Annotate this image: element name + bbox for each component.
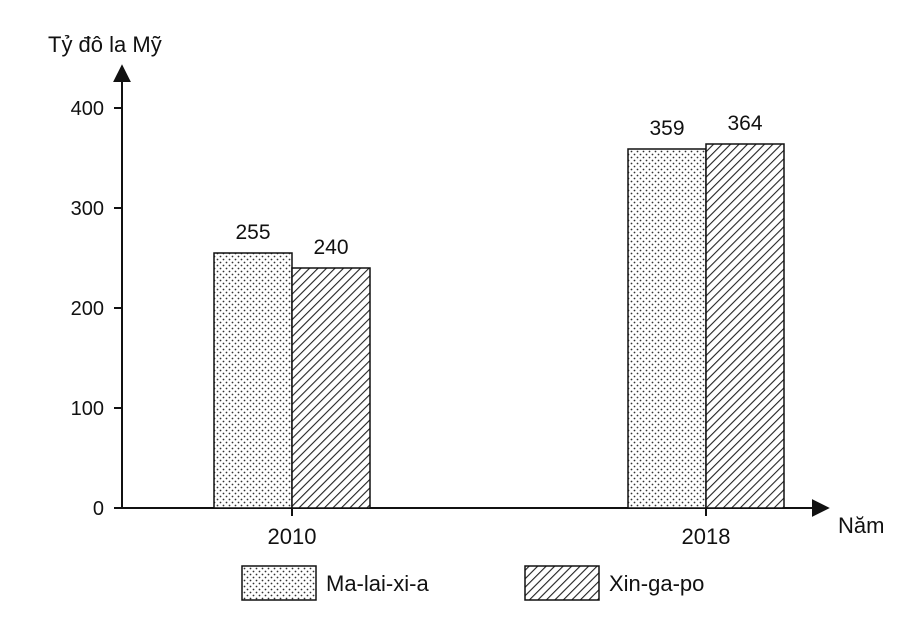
bar-dots-2018: [627, 148, 707, 509]
y-tick-label: 300: [71, 198, 104, 220]
bar-dots-2010: [213, 252, 293, 509]
bar-hatch-2018: [705, 143, 785, 509]
bars: [213, 143, 785, 509]
legend-label: Xin-ga-po: [609, 571, 704, 596]
x-tick-label: 2010: [268, 524, 317, 549]
bar-hatch-2010: [291, 267, 371, 509]
y-tick-label: 200: [71, 298, 104, 320]
data-label: 364: [727, 112, 762, 135]
data-label: 240: [313, 236, 348, 259]
legend-label: Ma-lai-xi-a: [326, 571, 429, 596]
data-labels: 255 240 359 364: [235, 112, 762, 259]
y-axis-title: Tỷ đô la Mỹ: [48, 32, 162, 57]
legend-swatch-dots: [241, 565, 317, 601]
y-tick-label: 400: [71, 98, 104, 120]
legend-swatch-hatch: [524, 565, 600, 601]
category-labels: 2010 2018: [268, 508, 731, 549]
x-axis-title: Năm: [838, 513, 884, 538]
x-tick-label: 2018: [682, 524, 731, 549]
data-label: 359: [649, 117, 684, 140]
y-tick-label: 100: [71, 398, 104, 420]
y-ticks: 0 100 200 300 400: [71, 98, 122, 520]
y-tick-label: 0: [93, 498, 104, 520]
data-label: 255: [235, 221, 270, 244]
legend: Ma-lai-xi-a Xin-ga-po: [241, 565, 704, 601]
